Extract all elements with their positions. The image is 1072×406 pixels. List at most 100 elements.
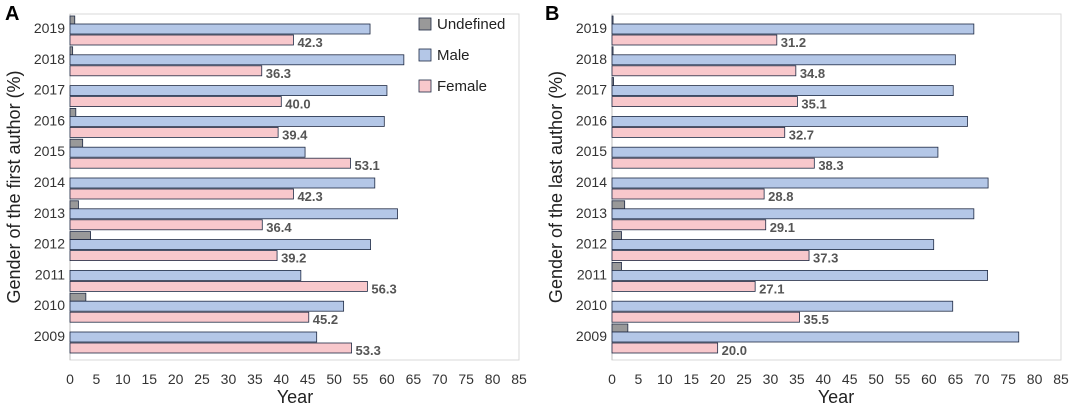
bar-female [612,66,796,76]
x-tick-label: 80 [485,371,501,387]
x-tick-label: 40 [816,371,832,387]
legend-label-undefined: Undefined [437,16,505,33]
figure: A 0 5 10 15 20 25 30 35 40 45 50 55 60 65 70 75 80 85 Year G… [0,0,1072,406]
y-tick-label: 2014 [34,174,65,190]
y-tick-label: 2009 [34,328,65,344]
bar-female [70,343,352,353]
x-tick-label: 35 [789,371,805,387]
bar-male [70,86,387,96]
bar-female [612,220,766,230]
data-label-female: 35.5 [804,312,829,327]
bar-male [612,332,1019,342]
bar-undefined [612,324,628,332]
x-tick-label: 35 [247,371,263,387]
bar-male [612,301,953,311]
bar-male [612,240,934,250]
y-tick-label: 2016 [34,112,65,128]
x-tick-label: 85 [511,371,527,387]
bar-male [70,24,370,34]
bar-male [70,240,371,250]
bar-undefined [70,232,91,240]
bar-male [612,55,955,65]
bar-undefined [70,201,78,209]
bar-undefined [612,262,622,270]
data-label-female: 56.3 [371,281,396,296]
x-tick-label: 20 [710,371,726,387]
x-tick-label: 60 [379,371,395,387]
y-axis-title: Gender of the last author (%) [546,71,566,303]
y-tick-label: 2016 [576,112,607,128]
data-label-female: 28.8 [768,189,793,204]
y-tick-label: 2015 [34,143,65,159]
bar-male [70,209,398,219]
data-label-female: 32.7 [789,127,814,142]
bar-female [612,158,814,168]
legend-label-male: Male [437,47,470,64]
y-axis-title: Gender of the first author (%) [4,70,24,303]
bar-female [70,220,262,230]
bar-female [612,251,809,261]
legend-swatch-male [419,49,431,61]
x-tick-label: 5 [93,371,101,387]
bar-female [612,189,764,199]
x-tick-label: 75 [1000,371,1016,387]
bar-undefined [70,139,83,147]
bar-female [70,97,281,107]
data-label-female: 36.3 [266,66,291,81]
x-tick-label: 25 [194,371,210,387]
x-tick-label: 15 [141,371,157,387]
bar-undefined [70,293,86,301]
chart-panel-b: B 0 5 10 15 20 25 30 35 40 45 50 55 60 65 70 75 80 85 Year G… [545,3,1069,406]
y-tick-label: 2010 [34,297,65,313]
bar-undefined [70,47,73,55]
x-tick-label: 20 [168,371,184,387]
x-tick-label: 45 [300,371,316,387]
bar-female [70,127,278,137]
data-label-female: 45.2 [313,312,338,327]
x-tick-label: 0 [608,371,616,387]
x-tick-label: 70 [432,371,448,387]
bar-female [612,97,797,107]
bar-female [612,281,755,291]
legend-swatch-female [419,80,431,92]
y-tick-label: 2017 [34,82,65,98]
bar-male [70,178,375,188]
bar-female [70,251,277,261]
bar-male [70,332,317,342]
bar-female [70,189,293,199]
x-tick-label: 80 [1027,371,1043,387]
bar-undefined [612,16,613,24]
data-label-female: 31.2 [781,35,806,50]
y-tick-label: 2018 [576,51,607,67]
legend-label-female: Female [437,78,487,95]
data-label-female: 42.3 [297,189,322,204]
x-tick-label: 55 [353,371,369,387]
data-label-female: 53.1 [354,158,379,173]
data-label-female: 29.1 [770,220,795,235]
data-label-female: 53.3 [356,343,381,358]
x-tick-label: 75 [458,371,474,387]
bar-male [70,270,301,280]
y-tick-label: 2013 [34,205,65,221]
y-tick-label: 2018 [34,51,65,67]
bar-undefined [612,78,614,86]
bar-male [612,116,968,126]
x-tick-label: 15 [683,371,699,387]
x-tick-label: 25 [736,371,752,387]
y-tick-label: 2014 [576,174,607,190]
y-tick-label: 2017 [576,82,607,98]
data-label-female: 35.1 [801,97,826,112]
x-tick-label: 0 [66,371,74,387]
data-label-female: 34.8 [800,66,825,81]
panel-label: B [545,3,559,25]
data-label-female: 38.3 [818,158,843,173]
bar-male [612,178,988,188]
x-tick-label: 65 [406,371,422,387]
bar-male [70,147,305,157]
bar-undefined [612,47,613,55]
x-tick-label: 45 [842,371,858,387]
data-label-female: 20.0 [722,343,747,358]
bar-male [612,86,953,96]
bar-female [70,35,293,45]
bar-undefined [612,232,622,240]
